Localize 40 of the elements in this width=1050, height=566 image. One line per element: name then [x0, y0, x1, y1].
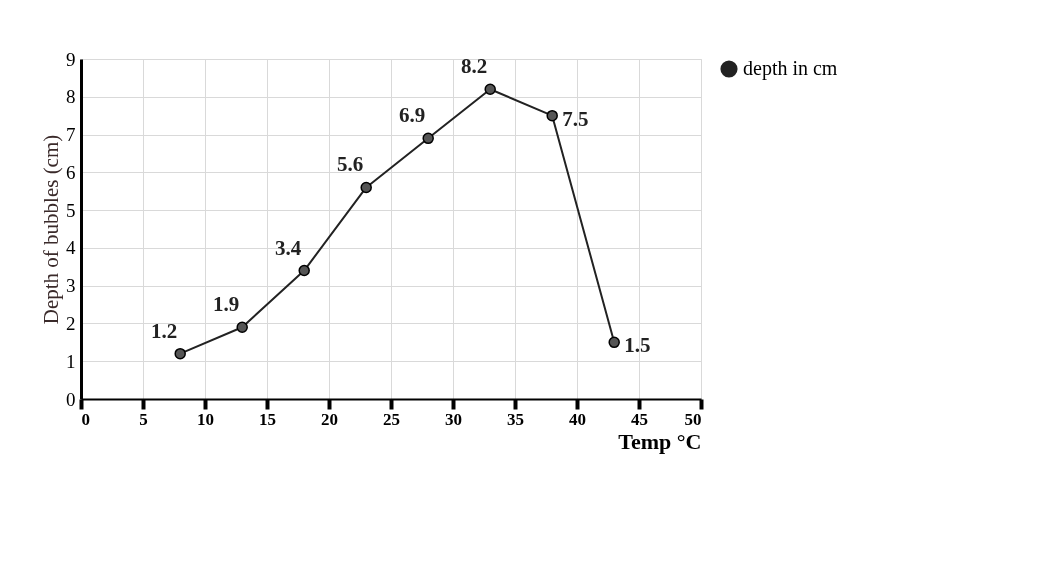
point	[360, 181, 372, 194]
x-tick-label: 15	[259, 409, 276, 429]
x-tick-label: 30	[445, 409, 462, 429]
x-tick-label: 45	[631, 409, 648, 429]
data-label: 8.2	[461, 54, 488, 79]
x-tick-label: 50	[684, 409, 702, 429]
y-axis-title: Depth of bubbles (cm)	[39, 134, 63, 325]
point	[422, 132, 434, 145]
x-tick-label: 5	[139, 409, 148, 429]
x-axis-title: Temp °C	[618, 428, 702, 454]
y-tick-label: 8	[66, 86, 76, 108]
y-tick-label: 0	[66, 388, 76, 410]
x-tick-label: 20	[321, 409, 338, 429]
y-tick-label: 6	[66, 161, 76, 183]
y-tick-label: 3	[66, 275, 76, 297]
y-tick-label: 1	[66, 350, 76, 372]
x-tick-label: 40	[569, 409, 586, 429]
x-tick-label: 35	[507, 409, 524, 429]
point	[298, 264, 310, 277]
point	[236, 321, 248, 333]
point	[546, 109, 558, 122]
data-label: 5.6	[337, 152, 364, 177]
data-label: 1.2	[151, 318, 178, 343]
y-tick-label: 2	[66, 312, 76, 334]
data-label: 6.9	[399, 103, 426, 128]
data-label: 1.5	[624, 333, 651, 358]
y-tick-label: 4	[66, 237, 76, 259]
point	[484, 83, 496, 95]
x-tick-label: 0	[81, 409, 90, 429]
point	[174, 347, 186, 360]
data-label: 3.4	[275, 235, 302, 260]
x-tick-label: 10	[197, 409, 214, 429]
data-label: 1.9	[213, 292, 240, 317]
y-tick-label: 7	[66, 124, 76, 146]
y-tick-label: 9	[66, 48, 76, 70]
legend-label: depth in cm	[743, 57, 838, 80]
x-tick-label: 25	[383, 409, 400, 429]
point	[608, 336, 620, 349]
data-label: 7.5	[562, 106, 589, 131]
y-tick-label: 5	[66, 199, 76, 221]
